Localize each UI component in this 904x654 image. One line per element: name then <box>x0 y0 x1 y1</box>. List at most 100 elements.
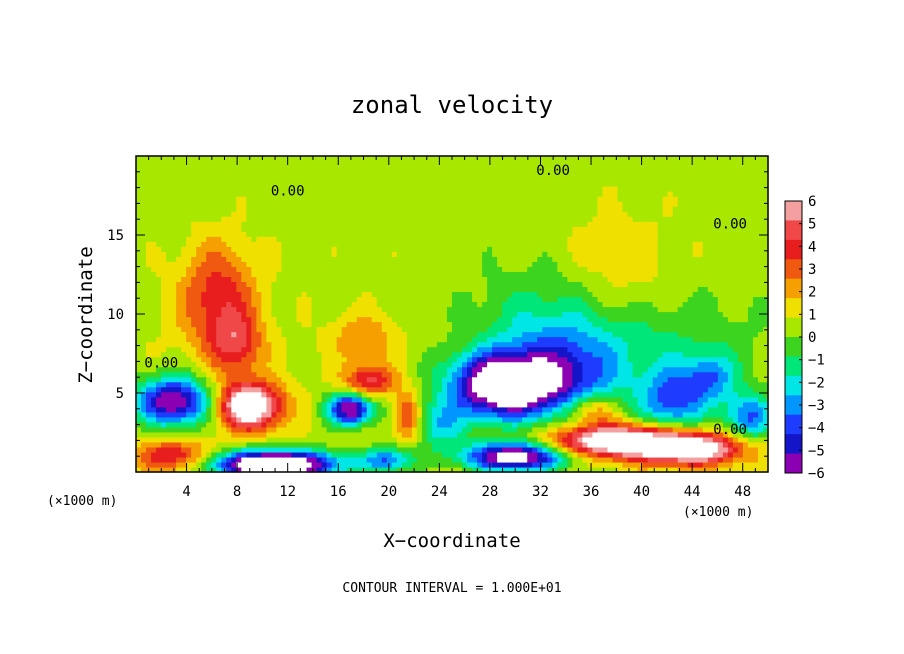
heatmap-cell <box>271 176 278 182</box>
heatmap-cell <box>186 446 192 453</box>
heatmap-cell <box>206 351 212 358</box>
heatmap-cell <box>221 226 227 232</box>
heatmap-cell <box>226 191 232 197</box>
heatmap-cell <box>166 426 172 433</box>
heatmap-cell <box>181 346 187 353</box>
heatmap-cell <box>406 401 413 408</box>
heatmap-cell <box>446 426 453 433</box>
heatmap-cell <box>457 271 463 277</box>
heatmap-cell <box>431 311 438 318</box>
heatmap-cell <box>216 326 222 333</box>
heatmap-cell <box>436 386 443 393</box>
heatmap-cell <box>341 206 348 212</box>
heatmap-cell <box>346 196 353 202</box>
heatmap-cell <box>421 236 428 242</box>
heatmap-cell <box>276 366 283 373</box>
heatmap-cell <box>331 411 338 418</box>
heatmap-cell <box>261 441 268 448</box>
heatmap-cell <box>331 466 338 473</box>
heatmap-cell <box>281 281 288 288</box>
heatmap-cell <box>507 466 513 473</box>
heatmap-cell <box>477 406 483 413</box>
heatmap-cell <box>156 436 162 443</box>
heatmap-cell <box>441 346 448 353</box>
heatmap-cell <box>176 401 182 408</box>
heatmap-cell <box>166 466 172 473</box>
heatmap-cell <box>497 466 503 473</box>
heatmap-cell <box>527 181 533 187</box>
heatmap-cell <box>371 311 378 318</box>
heatmap-cell <box>326 276 333 282</box>
heatmap-cell <box>176 386 182 393</box>
heatmap-cell <box>361 451 368 458</box>
heatmap-cell <box>181 181 187 187</box>
heatmap-cell <box>341 271 348 277</box>
heatmap-cell <box>176 206 182 212</box>
heatmap-cell <box>366 441 373 448</box>
heatmap-cell <box>462 336 468 343</box>
heatmap-cell <box>386 341 393 348</box>
heatmap-cell <box>396 296 403 303</box>
heatmap-cell <box>301 216 308 222</box>
heatmap-cell <box>416 276 423 282</box>
heatmap-cell <box>381 396 388 403</box>
heatmap-cell <box>426 331 433 338</box>
heatmap-cell <box>281 436 288 443</box>
heatmap-cell <box>191 226 197 232</box>
heatmap-cell <box>411 381 418 388</box>
heatmap-cell <box>316 466 323 473</box>
heatmap-cell <box>161 466 167 473</box>
heatmap-cell <box>246 411 252 418</box>
heatmap-cell <box>497 366 503 373</box>
heatmap-cell <box>186 401 192 408</box>
heatmap-cell <box>426 356 433 363</box>
heatmap-cell <box>386 261 393 267</box>
heatmap-cell <box>316 166 323 172</box>
heatmap-cell <box>341 411 348 418</box>
heatmap-cell <box>251 396 257 403</box>
heatmap-cell <box>472 306 478 313</box>
heatmap-cell <box>507 446 513 453</box>
heatmap-cell <box>431 321 438 328</box>
heatmap-cell <box>351 196 358 202</box>
heatmap-cell <box>507 461 513 468</box>
heatmap-cell <box>136 416 142 423</box>
heatmap-cell <box>166 231 172 237</box>
heatmap-cell <box>296 196 303 202</box>
heatmap-cell <box>161 156 167 162</box>
heatmap-cell <box>316 436 323 443</box>
heatmap-cell <box>166 301 172 308</box>
heatmap-cell <box>421 411 428 418</box>
heatmap-cell <box>181 456 187 463</box>
heatmap-cell <box>201 401 207 408</box>
heatmap-cell <box>146 306 152 313</box>
heatmap-cell <box>376 186 383 192</box>
heatmap-cell <box>146 376 152 383</box>
heatmap-cell <box>311 216 318 222</box>
heatmap-cell <box>452 216 458 222</box>
heatmap-cell <box>482 416 488 423</box>
heatmap-cell <box>206 431 212 438</box>
heatmap-cell <box>291 166 298 172</box>
heatmap-cell <box>497 456 503 463</box>
heatmap-cell <box>176 421 182 428</box>
heatmap-cell <box>291 346 298 353</box>
heatmap-cell <box>326 306 333 313</box>
heatmap-cell <box>446 421 453 428</box>
heatmap-cell <box>446 446 453 453</box>
heatmap-cell <box>321 256 328 262</box>
heatmap-cell <box>457 226 463 232</box>
heatmap-cell <box>502 341 508 348</box>
heatmap-cell <box>341 231 348 237</box>
heatmap-cell <box>507 396 513 403</box>
heatmap-cell <box>191 196 197 202</box>
heatmap-cell <box>226 411 232 418</box>
heatmap-cell <box>436 456 443 463</box>
heatmap-cell <box>141 351 147 358</box>
heatmap-cell <box>316 316 323 323</box>
heatmap-cell <box>401 426 408 433</box>
heatmap-cell <box>346 456 353 463</box>
heatmap-cell <box>156 261 162 267</box>
heatmap-cell <box>346 276 353 282</box>
heatmap-cell <box>166 241 172 247</box>
